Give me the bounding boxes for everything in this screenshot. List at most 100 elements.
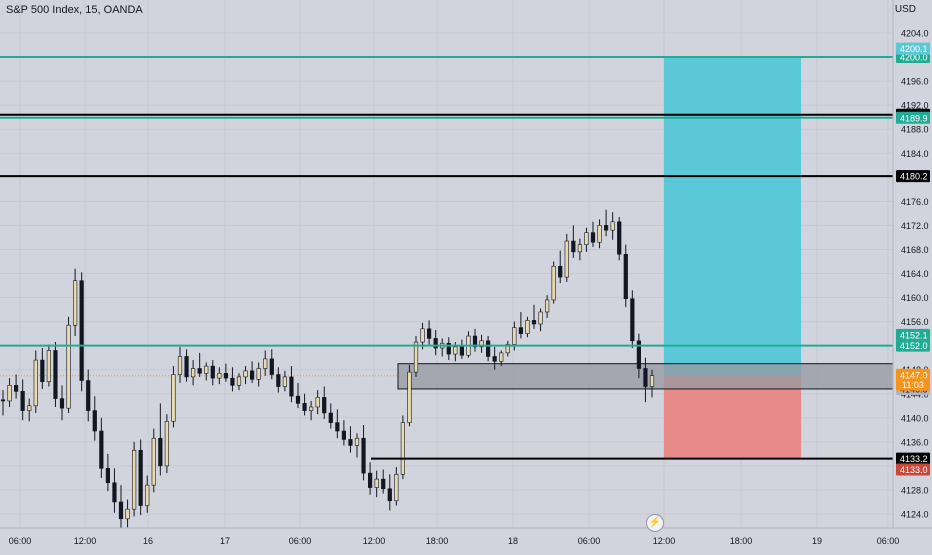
candle-body [263,358,268,369]
candle-body [243,370,248,378]
candle-body [433,338,438,349]
candle-body [132,449,137,510]
candle-body [177,356,183,375]
y-tick-label: 4128.0 [901,485,929,495]
y-tick-label: 4164.0 [901,269,929,279]
price-tag-label: 4180.2 [900,172,928,182]
price-tag-label: 4152.0 [900,341,928,351]
symbol-title[interactable]: S&P 500 Index, 15, OANDA [6,4,143,16]
price-tag [896,170,930,183]
candle-body [138,449,143,506]
candle-body [328,412,333,423]
candle-body [499,352,504,362]
y-tick-label: 4140.0 [901,413,929,423]
candle-body [387,488,392,502]
candle-body [571,240,576,253]
candle-body [505,344,510,354]
candle-body [282,376,287,387]
price-tag-label: 4189.9 [900,113,928,123]
candle-body [394,474,399,502]
current-price-tag[interactable] [896,368,930,391]
candle-body [538,311,543,325]
price-tag [896,111,930,124]
candle-body [472,335,478,348]
candle-body [564,240,569,278]
price-tag [896,463,930,476]
x-tick-label: 12:00 [74,536,97,546]
x-tick-label: 16 [143,536,153,546]
y-tick-label: 4168.0 [901,245,929,255]
candle-body [27,405,32,411]
candle-body [354,437,360,446]
candle-body [381,478,386,490]
candle-body [643,368,648,387]
y-tick-label: 4196.0 [901,77,929,87]
x-tick-label: 06:00 [289,536,312,546]
candle-body [551,265,556,301]
candle-body [118,501,124,520]
candle-body [374,478,379,488]
candle-body [525,320,530,334]
price-tag-label: 4152.1 [900,330,928,340]
candle-body [0,399,6,402]
candle-body [59,398,65,409]
y-tick-label: 4184.0 [901,149,929,159]
candle-body [610,221,615,231]
candle-body [223,373,228,379]
candle-timer-label: 11:03 [902,380,924,390]
candle-body [322,397,327,414]
x-tick-label: 19 [812,536,822,546]
candle-body [40,359,45,383]
candle-body [479,340,484,348]
tradingview-logo-icon[interactable]: ⚡ [646,514,664,532]
candle-body [413,341,419,373]
stop-zone [664,375,801,459]
y-tick-label: 4188.0 [901,125,929,135]
target-zone [664,57,801,376]
candle-body [236,376,242,386]
candle-body [590,232,596,243]
horizontal-levels[interactable] [0,56,893,460]
current-price-label: 4147.0 [900,371,928,381]
candle-body [459,346,464,356]
candle-body [617,221,622,255]
candle-body [623,253,628,300]
candle-body [250,370,255,380]
y-tick-label: 4172.0 [901,221,929,231]
time-axis[interactable]: 06:00 12:00 16 17 06:00 12:00 18:00 18 06:00 12:0… [0,527,932,546]
candle-body [348,439,353,446]
x-tick-label: 18:00 [426,536,449,546]
candle-body [86,380,91,411]
candle-body [407,371,412,423]
x-tick-label: 17 [220,536,230,546]
candle-body [315,397,320,408]
candle-body [512,327,517,345]
candle-body [164,421,169,467]
candle-body [453,346,458,355]
price-tag-label: 4200.1 [900,44,928,54]
candle-body [256,368,261,380]
candle-body [597,225,602,243]
price-tag [896,328,930,341]
candles [0,209,655,529]
candle-body [269,358,274,375]
x-tick-label: 06:00 [9,536,32,546]
candle-body [158,437,163,467]
candle-body [545,299,550,313]
candle-body [558,265,563,278]
price-axis[interactable]: 4124.04128.04132.04136.04140.04144.04148… [892,0,932,550]
candle-body [486,340,491,357]
candle-body [73,280,78,326]
candle-body [446,342,451,355]
candle-body [630,298,635,342]
candle-body [125,508,130,520]
candle-body [531,320,537,325]
candle-body [14,385,19,392]
y-tick-label: 4124.0 [901,510,929,520]
candle-body [217,373,222,379]
y-tick-label: 4156.0 [901,317,929,327]
candle-body [33,359,38,407]
y-tick-label: 4160.0 [901,293,929,303]
